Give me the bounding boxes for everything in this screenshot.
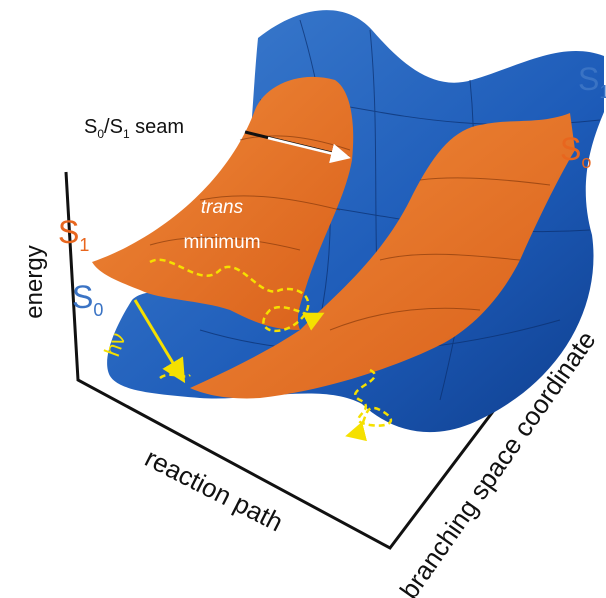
s1-left-label: S1 [58,214,89,255]
trans-label: trans [201,197,244,218]
s0-left-label: S0 [72,279,103,320]
minimum-label: minimum [183,232,260,253]
reaction-path-label: reaction path [140,442,288,537]
seam-label: S0/S1 seam [84,116,184,141]
diagram: S0/S1 seam S1 So S1 S0 trans minimum hν … [0,0,606,598]
energy-label: energy [21,245,48,318]
